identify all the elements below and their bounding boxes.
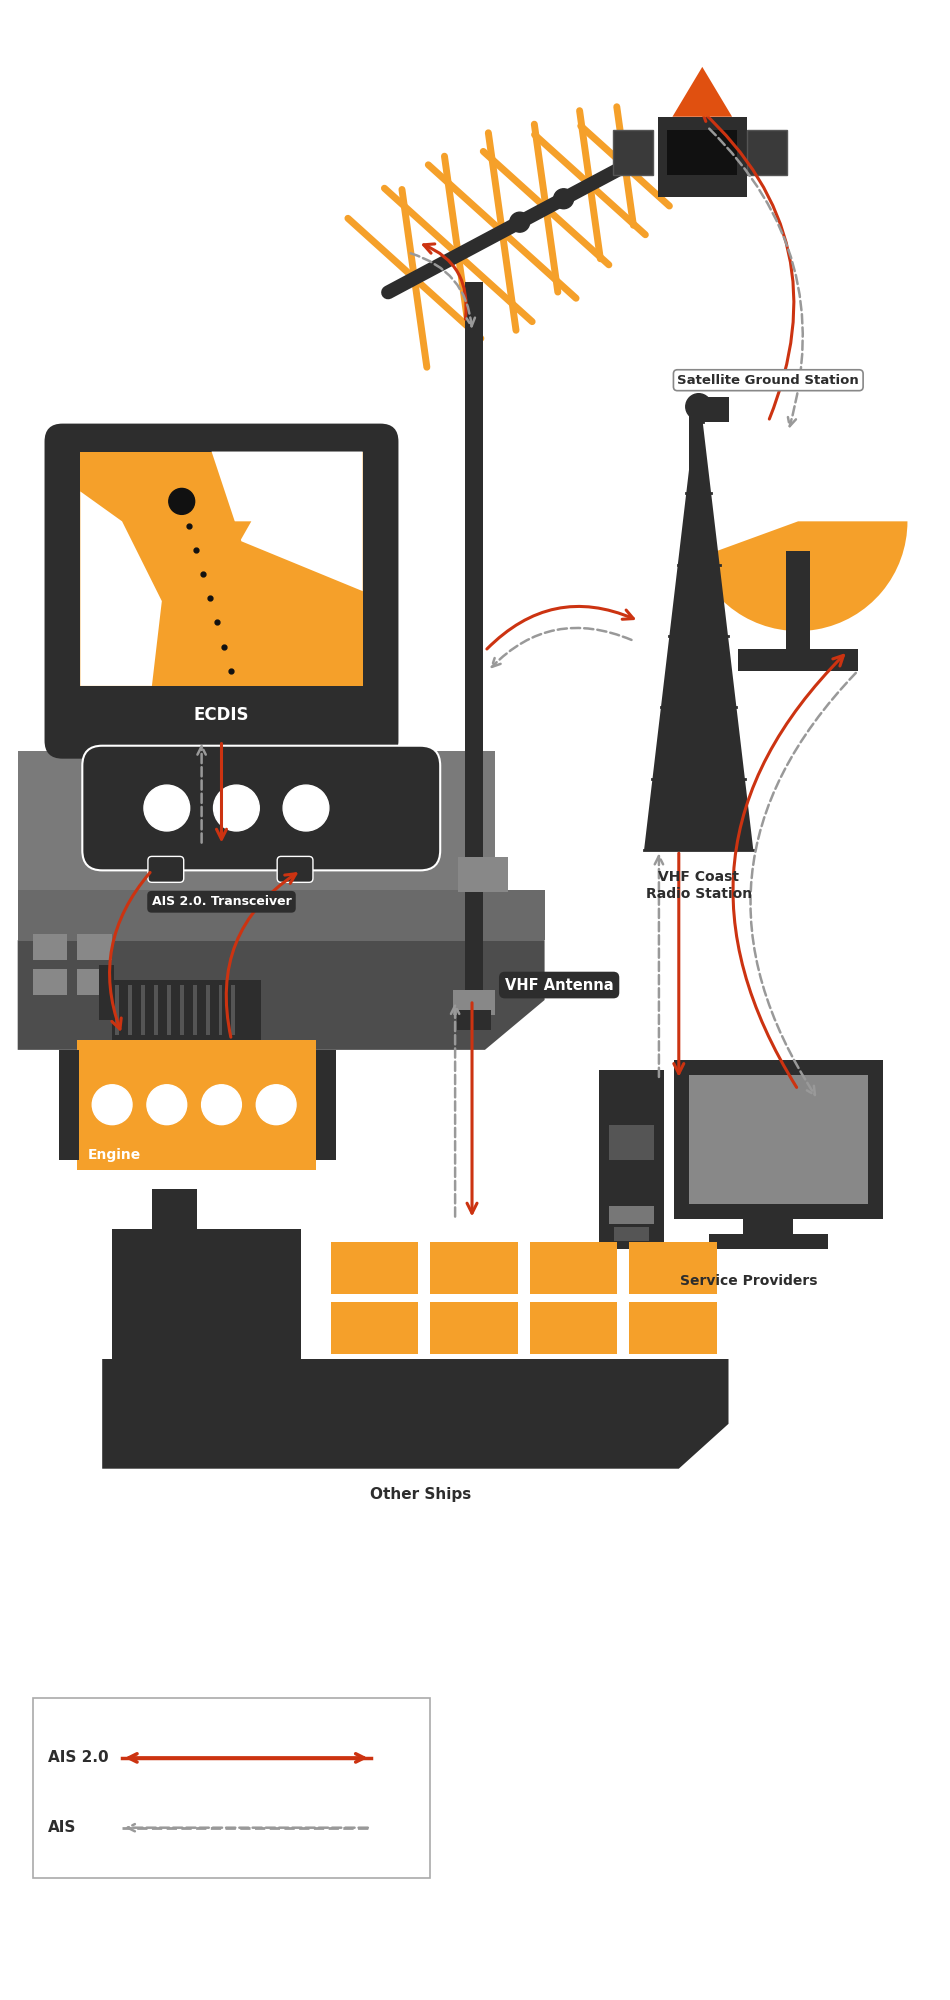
Circle shape xyxy=(147,1084,187,1124)
FancyBboxPatch shape xyxy=(148,856,183,882)
Text: Other Ships: Other Ships xyxy=(370,1486,471,1502)
Bar xyxy=(530,1302,618,1354)
FancyBboxPatch shape xyxy=(277,856,313,882)
Text: AIS 2.0: AIS 2.0 xyxy=(48,1750,108,1766)
Bar xyxy=(744,1216,793,1238)
Polygon shape xyxy=(18,940,544,1050)
Bar xyxy=(689,396,729,422)
Bar xyxy=(458,858,508,892)
Bar xyxy=(466,282,483,1000)
Bar xyxy=(430,1242,518,1294)
Bar xyxy=(152,1190,197,1230)
Bar xyxy=(609,1206,654,1224)
Circle shape xyxy=(201,1084,241,1124)
Bar xyxy=(180,986,183,1034)
Bar xyxy=(530,1242,618,1294)
Wedge shape xyxy=(695,522,907,632)
Bar xyxy=(167,986,171,1034)
Bar xyxy=(60,1050,80,1160)
Bar xyxy=(141,986,145,1034)
Bar xyxy=(63,688,381,740)
Bar xyxy=(205,986,210,1034)
Bar xyxy=(218,986,222,1034)
Bar xyxy=(747,130,787,174)
Bar xyxy=(738,648,858,670)
Circle shape xyxy=(169,488,195,514)
Bar xyxy=(232,986,236,1034)
Bar xyxy=(668,130,737,174)
Polygon shape xyxy=(673,66,732,116)
Bar xyxy=(316,1050,335,1160)
Bar xyxy=(689,1074,867,1204)
Polygon shape xyxy=(18,890,544,940)
Bar xyxy=(32,970,67,996)
Bar xyxy=(609,1124,654,1160)
Text: Engine: Engine xyxy=(87,1148,141,1162)
Bar xyxy=(18,750,495,890)
Bar xyxy=(613,130,653,174)
Bar xyxy=(599,1070,664,1250)
Polygon shape xyxy=(103,1360,729,1468)
Polygon shape xyxy=(644,422,753,850)
FancyBboxPatch shape xyxy=(45,424,398,758)
Bar xyxy=(112,980,261,1040)
Text: Service Providers: Service Providers xyxy=(679,1274,817,1288)
Bar xyxy=(128,986,132,1034)
Bar xyxy=(457,1010,491,1030)
Circle shape xyxy=(686,394,712,420)
Circle shape xyxy=(554,188,574,208)
Bar xyxy=(32,1698,430,1878)
Polygon shape xyxy=(212,452,363,592)
Bar xyxy=(787,552,810,650)
Bar xyxy=(657,116,747,196)
Bar xyxy=(77,970,112,996)
Bar xyxy=(629,1242,716,1294)
Text: VHF Coast
Radio Station: VHF Coast Radio Station xyxy=(646,870,751,900)
Circle shape xyxy=(510,212,530,232)
Bar xyxy=(331,1302,418,1354)
Bar xyxy=(99,966,114,1020)
Bar xyxy=(154,986,158,1034)
Bar xyxy=(689,412,698,472)
Bar xyxy=(281,848,309,866)
Bar xyxy=(152,848,180,866)
Text: AIS: AIS xyxy=(48,1820,76,1836)
Polygon shape xyxy=(181,522,252,592)
Bar xyxy=(193,986,197,1034)
Bar xyxy=(77,1040,316,1170)
Bar xyxy=(430,1302,518,1354)
Text: VHF Antenna: VHF Antenna xyxy=(504,978,614,992)
Polygon shape xyxy=(112,1230,301,1360)
Bar xyxy=(629,1302,716,1354)
Circle shape xyxy=(92,1084,132,1124)
FancyBboxPatch shape xyxy=(83,746,440,870)
Text: AIS 2.0. Transceiver: AIS 2.0. Transceiver xyxy=(152,896,292,908)
Circle shape xyxy=(214,786,259,830)
Circle shape xyxy=(283,786,329,830)
Text: ECDIS: ECDIS xyxy=(194,706,249,724)
Bar xyxy=(615,1228,649,1242)
Circle shape xyxy=(256,1084,296,1124)
Text: Satellite Ground Station: Satellite Ground Station xyxy=(677,374,859,386)
Bar xyxy=(115,986,119,1034)
Bar xyxy=(674,1060,883,1220)
Bar xyxy=(709,1234,827,1250)
Bar xyxy=(331,1242,418,1294)
Bar xyxy=(81,452,363,686)
Circle shape xyxy=(144,786,190,830)
Bar xyxy=(77,934,112,960)
Bar xyxy=(453,990,495,1014)
Bar xyxy=(32,934,67,960)
Polygon shape xyxy=(81,492,162,686)
